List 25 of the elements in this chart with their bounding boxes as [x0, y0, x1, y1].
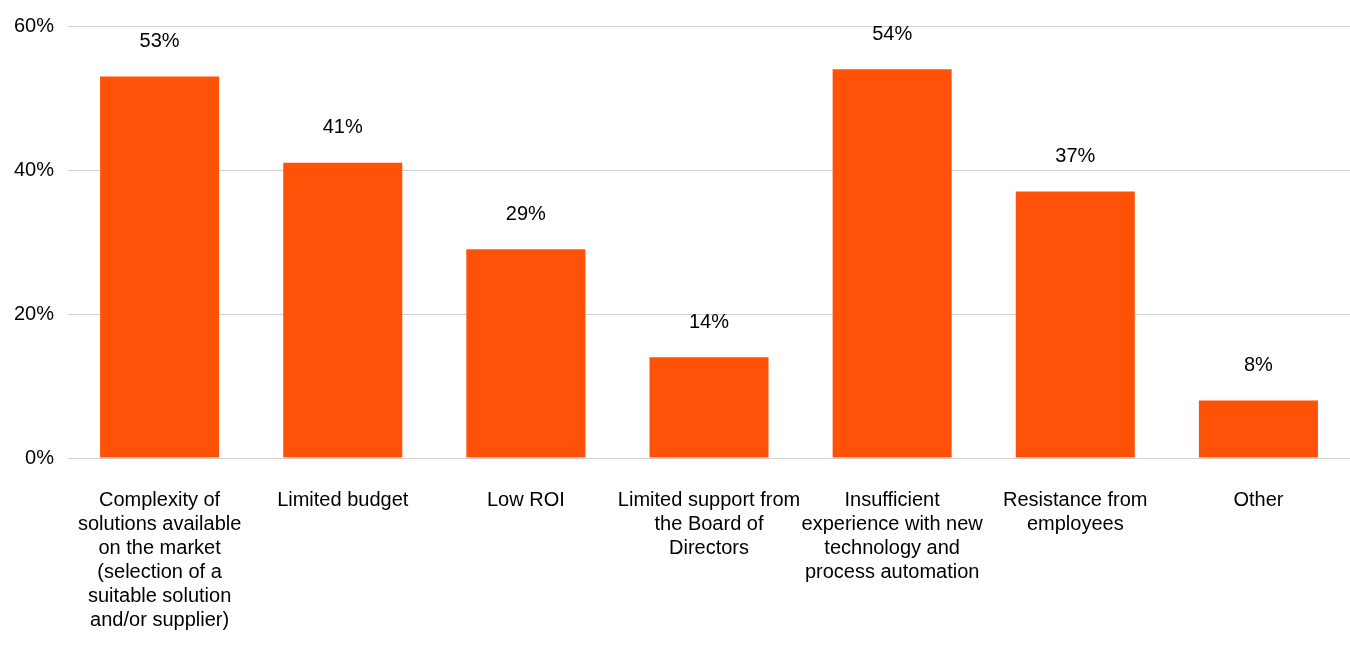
x-tick-label: Resistance from employees — [1003, 487, 1148, 534]
bar — [1015, 191, 1135, 458]
data-label: 8% — [1243, 352, 1274, 375]
bar — [100, 76, 220, 458]
y-tick-label: 60% — [14, 13, 55, 36]
bar — [1198, 400, 1318, 458]
data-label: 14% — [689, 309, 730, 332]
y-tick-label: 0% — [25, 445, 55, 468]
data-label: 29% — [505, 201, 547, 224]
bar — [649, 357, 769, 458]
bar — [466, 249, 586, 458]
data-label: 54% — [872, 21, 913, 44]
x-tick-label: Other — [1233, 487, 1284, 510]
data-label: 41% — [322, 115, 363, 138]
x-tick-label: Complexity of solutions available on the market (selection of a suitable solution and/or supplier) — [77, 487, 242, 630]
y-tick-label: 20% — [14, 301, 55, 324]
data-label: 37% — [1055, 144, 1096, 167]
bar — [832, 69, 952, 458]
x-tick-label: Limited support from the Board of Directors — [617, 487, 801, 558]
data-label: 53% — [139, 28, 180, 51]
x-tick-label: Limited budget — [277, 487, 409, 510]
bar — [283, 162, 403, 458]
y-tick-label: 40% — [14, 157, 55, 180]
x-tick-label: Insufficient experience with new technology and process automation — [801, 487, 984, 582]
x-tick-label: Low ROI — [486, 487, 565, 510]
